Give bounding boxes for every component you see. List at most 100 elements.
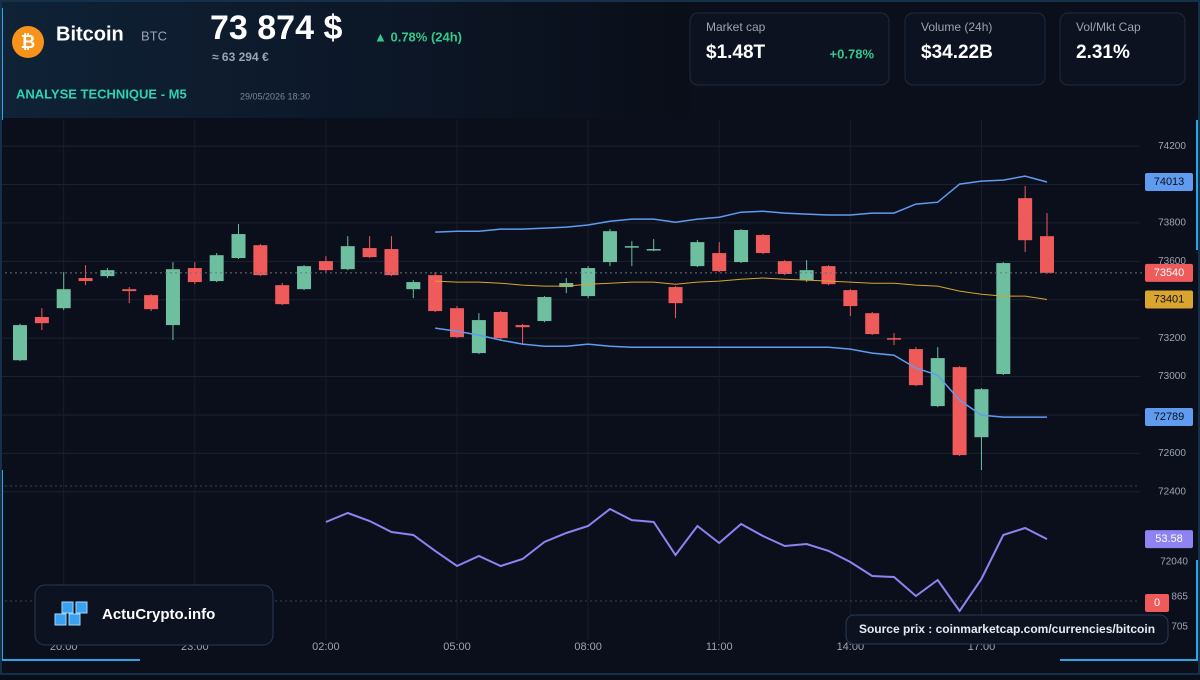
candle-body bbox=[843, 290, 858, 307]
stat-label: Market cap bbox=[706, 20, 766, 34]
y-tick-label: 73600 bbox=[1158, 256, 1186, 267]
candle-body bbox=[122, 289, 137, 292]
y-tick-label: 74200 bbox=[1158, 141, 1186, 152]
y-tick-label: 73800 bbox=[1158, 218, 1186, 229]
candle-body bbox=[559, 283, 574, 288]
badge-label: 73540 bbox=[1154, 267, 1185, 279]
coin-name: Bitcoin bbox=[56, 23, 124, 45]
candle-body bbox=[275, 285, 290, 305]
badge-label: 73401 bbox=[1154, 293, 1185, 305]
candle-body bbox=[624, 246, 639, 248]
y-tick-label: 72400 bbox=[1158, 486, 1186, 497]
candle-body bbox=[340, 246, 355, 270]
badge-label: 0 bbox=[1154, 597, 1160, 609]
stat-change: +0.78% bbox=[830, 46, 875, 61]
candle-body bbox=[297, 266, 312, 290]
y-tick-label: 72040 bbox=[1160, 557, 1188, 568]
candle-body bbox=[996, 263, 1011, 375]
band-middle bbox=[435, 277, 1048, 300]
rsi-line bbox=[325, 507, 1048, 613]
candle-body bbox=[1018, 198, 1033, 241]
candle-body bbox=[384, 249, 399, 276]
candle-body bbox=[930, 358, 945, 407]
x-tick-label: 02:00 bbox=[312, 641, 340, 653]
section-title: ANALYSE TECHNIQUE - M5 bbox=[16, 86, 187, 101]
candle-body bbox=[799, 270, 814, 281]
candle-body bbox=[144, 295, 159, 310]
candle-body bbox=[450, 308, 465, 338]
candle-body bbox=[318, 261, 333, 271]
price-change: ▲ 0.78% (24h) bbox=[374, 29, 462, 44]
candle-body bbox=[406, 282, 421, 290]
y-tick-label: 705 bbox=[1171, 622, 1188, 633]
candle-body bbox=[821, 266, 836, 285]
stat-card bbox=[689, 12, 890, 86]
brand-box bbox=[34, 584, 274, 646]
candle-body bbox=[100, 270, 115, 277]
candle-body bbox=[887, 338, 902, 340]
candle-body bbox=[952, 367, 967, 456]
coin-glyph: ₿ bbox=[21, 32, 36, 52]
candle-body bbox=[34, 317, 49, 324]
candle-body bbox=[78, 278, 93, 282]
candle-body bbox=[165, 269, 180, 326]
band-lower bbox=[435, 327, 1047, 418]
candle-body bbox=[471, 320, 486, 354]
candle-body bbox=[1040, 236, 1054, 273]
header-band bbox=[0, 0, 690, 118]
candle-body bbox=[581, 268, 596, 297]
plot: 7240072600728007300073200734007360073800… bbox=[0, 120, 1193, 653]
cube bbox=[61, 601, 74, 614]
badge bbox=[1145, 408, 1193, 427]
candle-body bbox=[493, 312, 508, 339]
timestamp: 29/05/2026 18:30 bbox=[240, 91, 310, 101]
stat-card bbox=[1059, 12, 1186, 86]
coin-icon bbox=[12, 26, 44, 58]
candle-body bbox=[755, 235, 770, 254]
candle-body bbox=[777, 261, 792, 274]
candle-body bbox=[13, 325, 27, 361]
candle-body bbox=[690, 242, 705, 267]
stat-value: 2.31% bbox=[1076, 42, 1130, 63]
candle-body bbox=[734, 230, 749, 263]
candle-body bbox=[602, 231, 617, 263]
badge-label: 74013 bbox=[1154, 176, 1185, 188]
price: 73 874 $ bbox=[210, 9, 342, 47]
badge bbox=[1145, 173, 1193, 192]
badge bbox=[1145, 263, 1193, 282]
candle-body bbox=[515, 325, 530, 328]
badge bbox=[1145, 290, 1193, 309]
y-tick-label: 73200 bbox=[1158, 333, 1186, 344]
source-box bbox=[845, 614, 1169, 645]
stat-value: $1.48T bbox=[706, 42, 766, 63]
y-tick-label: 865 bbox=[1171, 592, 1188, 603]
x-tick-label: 05:00 bbox=[443, 641, 471, 653]
candle-body bbox=[209, 255, 224, 282]
badge bbox=[1145, 594, 1169, 612]
candle-body bbox=[56, 289, 71, 309]
candle-body bbox=[362, 248, 377, 258]
candle-body bbox=[537, 297, 552, 322]
candle-body bbox=[231, 234, 246, 259]
x-tick-label: 11:00 bbox=[706, 641, 733, 653]
candle-body bbox=[668, 287, 683, 304]
badge bbox=[1145, 530, 1193, 549]
cube bbox=[68, 613, 81, 626]
candle-body bbox=[253, 245, 268, 276]
y-tick-label: 73000 bbox=[1158, 371, 1186, 382]
coin-symbol: BTC bbox=[141, 28, 167, 43]
badge-label: 53.58 bbox=[1155, 533, 1183, 545]
stat-label: Vol/Mkt Cap bbox=[1076, 20, 1141, 34]
candle-body bbox=[974, 389, 989, 438]
badge-label: 72789 bbox=[1154, 411, 1185, 423]
cube bbox=[75, 601, 88, 614]
price-eur: ≈ 63 294 € bbox=[212, 50, 269, 64]
candle-body bbox=[908, 349, 923, 386]
brand-icon bbox=[54, 601, 88, 626]
y-tick-label: 72600 bbox=[1158, 448, 1186, 459]
source: Source prix : coinmarketcap.com/currenci… bbox=[859, 622, 1155, 636]
candle-body bbox=[865, 313, 880, 335]
